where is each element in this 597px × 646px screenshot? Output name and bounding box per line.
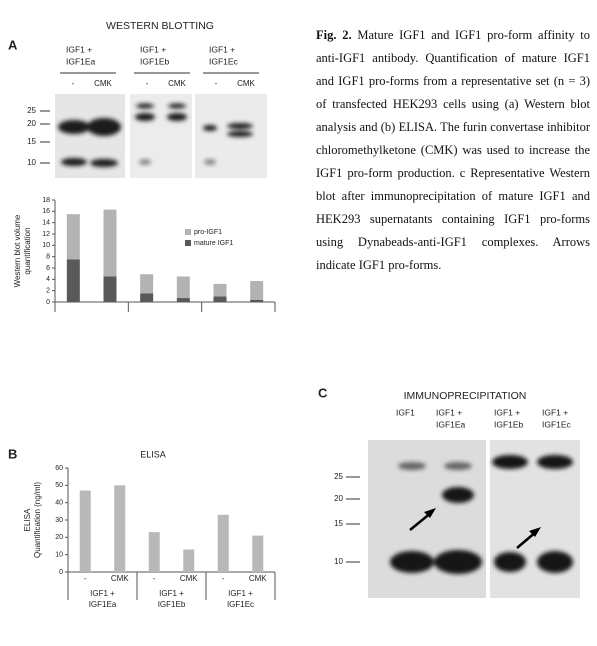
y-tick-label: 0: [59, 569, 63, 576]
legend-label: mature IGF1: [194, 240, 233, 247]
y-tick-label: 4: [46, 276, 50, 283]
bar-segment: [103, 209, 117, 277]
marker-label: 10: [27, 158, 36, 167]
y-tick-label: 16: [42, 208, 50, 215]
y-axis-label: quantification: [23, 227, 32, 274]
panel-label: C: [318, 385, 328, 400]
panel-title: IMMUNOPRECIPITATION: [404, 390, 527, 402]
bar: [148, 532, 160, 572]
panel-label: B: [8, 446, 17, 461]
y-tick-label: 40: [55, 500, 63, 507]
lane-header: IGF1 +: [436, 407, 462, 417]
bar-segment: [250, 281, 264, 300]
y-tick-label: 12: [42, 231, 50, 238]
marker-label: 15: [27, 137, 36, 146]
x-tick-label: CMK: [249, 574, 267, 583]
lane-condition: -: [215, 79, 218, 88]
bar: [252, 535, 264, 572]
y-tick-label: 8: [46, 254, 50, 261]
bar-segment: [66, 259, 80, 302]
y-tick-label: 0: [46, 299, 50, 306]
lane-condition: CMK: [168, 79, 186, 88]
group-label: IGF1 +: [90, 589, 115, 598]
x-tick-label: -: [84, 574, 87, 583]
x-tick-label: CMK: [111, 574, 129, 583]
y-tick-label: 20: [55, 534, 63, 541]
bar-segment: [176, 276, 190, 299]
caption-body: Mature IGF1 and IGF1 pro-form affinity t…: [316, 28, 591, 272]
bar-segment: [140, 293, 154, 302]
y-tick-label: 2: [46, 288, 50, 295]
lane-header: IGF1Ec: [209, 56, 239, 66]
lane-header: IGF1Ea: [436, 419, 466, 429]
lane-header: IGF1 +: [66, 44, 92, 54]
group-label: IGF1Ec: [227, 600, 254, 609]
lane-header: IGF1 +: [140, 44, 166, 54]
group-label: IGF1 +: [228, 589, 253, 598]
chart-title: ELISA: [140, 449, 166, 459]
y-tick-label: 18: [42, 197, 50, 204]
lane-condition: CMK: [237, 79, 255, 88]
lane-condition: -: [72, 79, 75, 88]
y-axis-label: ELISA: [23, 508, 32, 531]
bar: [79, 490, 91, 572]
bar-segment: [66, 214, 80, 260]
lane-header: IGF1 +: [209, 44, 235, 54]
bar-segment: [250, 299, 264, 302]
legend-swatch: [185, 240, 191, 246]
lane-header: IGF1: [396, 407, 415, 417]
caption: Fig. 2. Mature IGF1 and IGF1 pro-form af…: [316, 24, 590, 277]
lane-condition: -: [146, 79, 149, 88]
y-axis-label: Quantification (ng/ml): [33, 482, 42, 558]
y-tick-label: 14: [42, 220, 50, 227]
bar-segment: [213, 296, 227, 302]
marker-label: 20: [27, 119, 36, 128]
panel-title: WESTERN BLOTTING: [106, 20, 214, 32]
group-label: IGF1 +: [159, 589, 184, 598]
y-tick-label: 10: [42, 242, 50, 249]
lane-header: IGF1Eb: [494, 419, 524, 429]
marker-label: 25: [27, 106, 36, 115]
y-tick-label: 60: [55, 465, 63, 472]
legend-label: pro-IGF1: [194, 229, 222, 236]
group-label: IGF1Eb: [158, 600, 186, 609]
bar-segment: [103, 276, 117, 302]
marker-label: 15: [334, 519, 343, 528]
lane-header: IGF1Eb: [140, 56, 170, 66]
y-tick-label: 50: [55, 482, 63, 489]
caption-label: Fig. 2.: [316, 28, 352, 42]
lane-header: IGF1Ea: [66, 56, 96, 66]
x-tick-label: CMK: [180, 574, 198, 583]
marker-label: 10: [334, 557, 343, 566]
bar-segment: [176, 298, 190, 302]
y-tick-label: 10: [55, 552, 63, 559]
panel-label: A: [8, 37, 18, 52]
group-label: IGF1Ea: [89, 600, 117, 609]
marker-label: 25: [334, 472, 343, 481]
bar: [217, 514, 229, 572]
blot-c: [368, 440, 580, 598]
y-tick-label: 30: [55, 517, 63, 524]
bar: [114, 485, 126, 572]
bar: [183, 549, 195, 572]
bar-segment: [213, 283, 227, 297]
marker-label: 20: [334, 494, 343, 503]
y-axis-label: Western blot volume: [13, 214, 22, 287]
x-tick-label: -: [153, 574, 156, 583]
y-tick-label: 6: [46, 265, 50, 272]
legend-swatch: [185, 229, 191, 235]
lane-header: IGF1Ec: [542, 419, 572, 429]
lane-condition: CMK: [94, 79, 112, 88]
blot-a: [55, 94, 267, 178]
x-tick-label: -: [222, 574, 225, 583]
lane-header: IGF1 +: [542, 407, 568, 417]
bar-segment: [140, 274, 154, 294]
lane-header: IGF1 +: [494, 407, 520, 417]
